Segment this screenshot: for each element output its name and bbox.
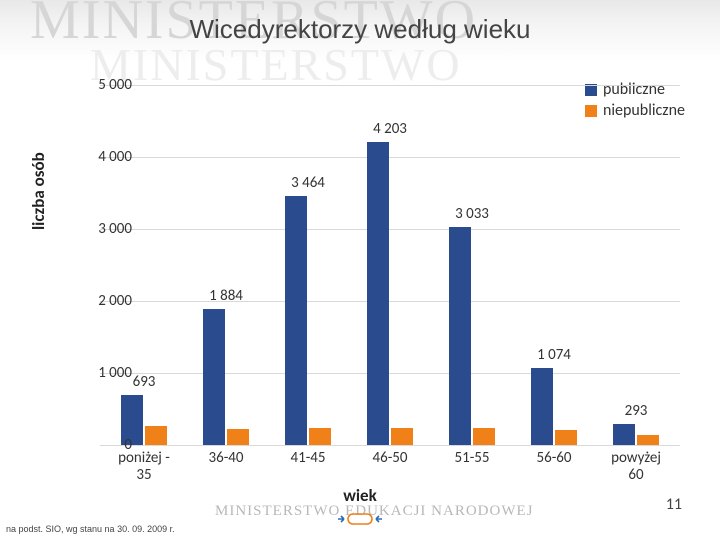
bar-value-label: 1 074 [537,346,571,364]
y-tick-label: 5 000 [82,76,132,94]
x-tick-label: 41-45 [290,450,325,467]
bar-publiczne [203,309,225,445]
x-tick-label: 56-60 [536,450,571,467]
x-tick-label: 51-55 [454,450,489,467]
gridline [100,445,680,446]
gridline [100,85,680,86]
bar-niepubliczne [555,430,577,445]
footer-icon [338,511,382,532]
bar-value-label: 3 464 [291,174,325,192]
bar-publiczne [613,424,635,445]
y-tick-label: 3 000 [82,220,132,238]
y-tick-label: 1 000 [82,364,132,382]
footnote: na podst. SIO, wg stanu na 30. 09. 2009 … [6,524,175,534]
bar-publiczne [449,227,471,445]
bar-chart: 693 1 884 3 464 4 203 3 033 1 074 293 [100,85,680,445]
x-tick-label: 36-40 [208,450,243,467]
bar-value-label: 293 [625,402,648,420]
page-title: Wicedyrektorzy według wieku [0,14,720,45]
x-tick-label: 46-50 [372,450,407,467]
x-tick-label: poniżej -35 [118,450,170,485]
bar-publiczne [367,142,389,445]
bar-niepubliczne [309,428,331,445]
bar-niepubliczne [227,429,249,445]
bar-value-label: 3 033 [455,205,489,223]
gridline [100,301,680,302]
x-tick-label: powyżej60 [611,450,661,485]
y-tick-label: 2 000 [82,292,132,310]
page-number: 11 [666,495,682,514]
y-axis-label: liczba osób [28,152,49,230]
bar-niepubliczne [145,426,167,445]
bar-publiczne [285,196,307,445]
bar-publiczne [531,368,553,445]
watermark-2: MINISTERSTWO [90,38,462,91]
bar-value-label: 4 203 [373,120,407,138]
bar-value-label: 693 [133,373,156,391]
bar-niepubliczne [473,428,495,445]
bar-value-label: 1 884 [209,287,243,305]
y-tick-label: 4 000 [82,148,132,166]
gridline [100,229,680,230]
bar-niepubliczne [391,428,413,445]
bar-niepubliczne [637,435,659,445]
gridline [100,373,680,374]
gridline [100,157,680,158]
